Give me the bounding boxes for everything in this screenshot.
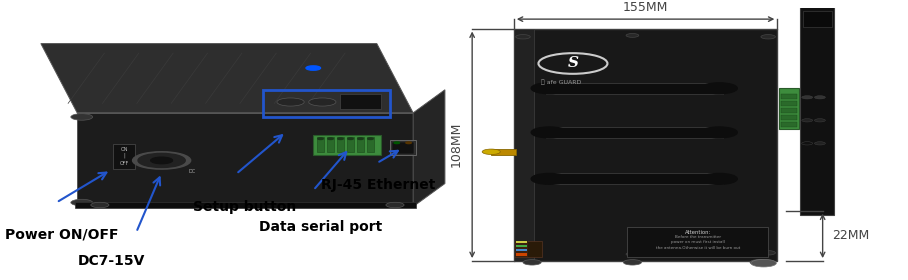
Bar [515,241,528,257]
Text: 108MM: 108MM [449,122,462,167]
Circle shape [750,260,768,265]
Bar [75,202,416,208]
Bar [546,173,723,184]
Circle shape [516,35,530,39]
Circle shape [802,142,813,145]
Text: Power ON/OFF: Power ON/OFF [5,227,118,241]
Circle shape [802,96,813,99]
Bar [546,127,723,138]
Circle shape [277,98,304,106]
Circle shape [71,199,93,206]
Bar [491,148,516,155]
Bar [779,88,799,129]
Circle shape [406,142,411,144]
Circle shape [516,251,530,255]
Bar [781,101,797,106]
Circle shape [482,149,500,155]
Text: S: S [568,57,578,71]
Circle shape [394,142,400,144]
Bar [516,253,527,256]
Circle shape [814,96,825,99]
Circle shape [368,138,373,139]
Circle shape [328,138,333,139]
Bar [781,94,797,99]
Bar [263,90,390,117]
Text: DC7-15V: DC7-15V [78,254,145,268]
Bar [367,137,374,152]
Bar [515,241,542,257]
Text: Before the transmitter
power on must first install
the antenna.Otherwise it will: Before the transmitter power on must fir… [656,235,740,249]
Circle shape [701,83,737,94]
Polygon shape [41,44,413,113]
Bar [317,137,324,152]
Bar [357,137,364,152]
Circle shape [626,252,638,256]
Circle shape [306,66,321,70]
Text: |: | [123,152,125,158]
Bar [781,122,797,127]
Text: Data serial port: Data serial port [259,220,382,234]
Text: 155MM: 155MM [623,1,668,14]
Circle shape [318,138,323,139]
Circle shape [802,119,813,122]
Polygon shape [413,90,445,207]
Bar [546,83,723,94]
Bar [514,29,777,261]
Bar [347,137,354,152]
Circle shape [531,173,568,184]
Bar [516,249,527,251]
Circle shape [761,251,775,255]
Circle shape [814,119,825,122]
Circle shape [138,153,185,167]
Circle shape [814,142,825,145]
Circle shape [623,260,641,265]
Circle shape [358,138,363,139]
Bar [390,140,416,155]
Text: 22MM: 22MM [832,229,869,242]
Bar [800,5,834,214]
Circle shape [701,173,737,184]
Text: Setup button: Setup button [193,200,297,214]
Circle shape [761,35,775,39]
Polygon shape [77,113,413,207]
Circle shape [348,138,353,139]
Bar [114,144,135,169]
Bar [337,137,344,152]
Text: RJ-45 Ethernet: RJ-45 Ethernet [321,178,436,192]
Bar [781,115,797,120]
Bar [627,227,768,257]
Circle shape [133,152,191,169]
Circle shape [386,202,404,208]
Bar [327,137,334,152]
Bar [340,94,381,109]
Circle shape [91,202,109,208]
Text: DC: DC [189,169,196,174]
Bar [516,245,527,248]
Bar [803,11,832,27]
Circle shape [309,98,336,106]
Circle shape [701,127,737,138]
Circle shape [151,157,173,164]
Circle shape [531,127,568,138]
Text: OFF: OFF [120,161,129,166]
Text: ON: ON [121,146,128,151]
Bar [392,142,414,154]
Text: Ⓢ afe GUARD: Ⓢ afe GUARD [541,79,581,85]
Circle shape [523,260,541,265]
Circle shape [751,259,776,267]
Circle shape [338,138,343,139]
Circle shape [71,114,93,120]
Circle shape [626,34,638,37]
Text: Attention:: Attention: [685,230,711,235]
Bar [514,29,534,261]
Bar [781,108,797,113]
Circle shape [531,83,568,94]
Bar [313,135,381,155]
Bar [516,241,527,243]
